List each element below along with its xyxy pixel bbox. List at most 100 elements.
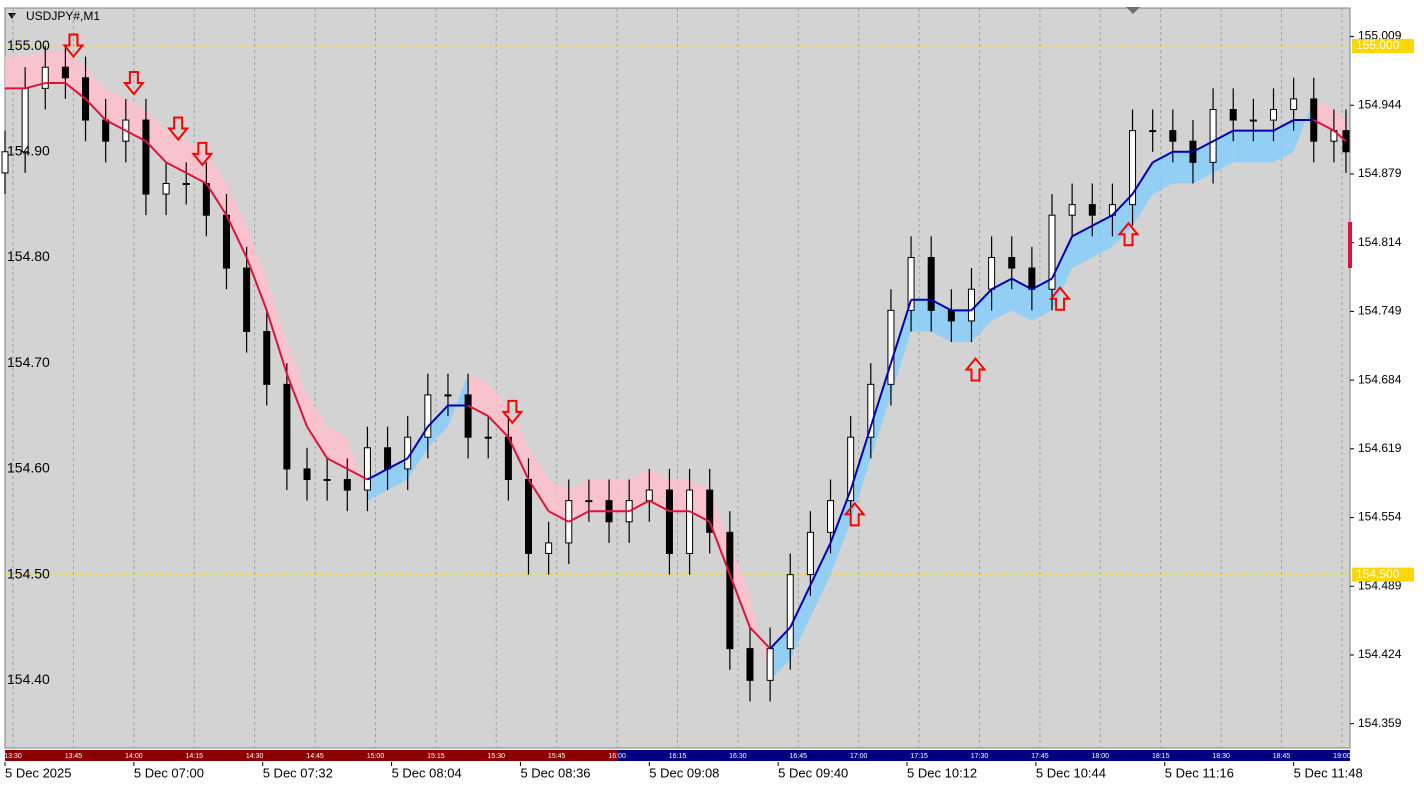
- ma-line: [84, 98, 107, 121]
- candle-body: [1149, 130, 1157, 133]
- candle-body: [988, 256, 996, 290]
- cloud: [931, 299, 952, 343]
- ma-line: [1011, 277, 1033, 291]
- y-tick-label: 154.814: [1358, 235, 1402, 249]
- cloud: [1213, 130, 1234, 173]
- candle-body: [1068, 204, 1076, 216]
- ma-line: [749, 626, 771, 650]
- ma-line: [1051, 235, 1074, 280]
- ma-line: [346, 468, 368, 481]
- buy-arrow: [1117, 221, 1140, 247]
- candle-body: [222, 214, 230, 269]
- cloud: [1192, 141, 1214, 184]
- cloud: [890, 299, 912, 395]
- candle-body: [746, 648, 754, 681]
- session-tick-label: 15:00: [367, 753, 385, 760]
- cloud: [911, 299, 932, 332]
- candle-body: [1088, 204, 1096, 216]
- cloud: [870, 363, 891, 459]
- cloud: [609, 479, 630, 512]
- cloud: [347, 437, 368, 501]
- session-tick-label: 16:15: [669, 753, 687, 760]
- y-tick-label: 154.749: [1358, 304, 1402, 318]
- candle-body: [1209, 108, 1217, 163]
- cloud: [1273, 120, 1294, 163]
- candle-body: [102, 119, 110, 142]
- ma-line: [889, 299, 913, 364]
- ma-line: [467, 404, 489, 417]
- session-bar: [617, 750, 1350, 761]
- x-tick-label: 5 Dec 10:44: [1036, 765, 1106, 780]
- candle-body: [1169, 130, 1177, 142]
- cloud: [367, 468, 388, 501]
- x-tick-label: 5 Dec 2025: [5, 765, 72, 780]
- sell-arrow: [167, 116, 190, 142]
- candle-body: [41, 66, 49, 89]
- ma-line: [689, 510, 711, 523]
- ma-line: [387, 457, 409, 470]
- candle-body: [303, 468, 311, 480]
- cloud: [206, 151, 227, 216]
- candle-body: [686, 489, 694, 554]
- price-label-bg: [1352, 39, 1414, 54]
- price-label: 155.000: [1356, 38, 1400, 52]
- cloud: [830, 490, 851, 575]
- ma-line: [24, 82, 46, 90]
- cloud: [1072, 225, 1093, 269]
- candle-body: [525, 478, 533, 554]
- cloud: [548, 479, 569, 522]
- cloud: [689, 479, 710, 522]
- y-tick-label: 154.489: [1358, 578, 1402, 592]
- ma-line: [225, 214, 248, 258]
- candle-body: [706, 489, 714, 533]
- candle-body: [665, 489, 673, 554]
- cloud: [45, 51, 66, 84]
- menu-triangle: [8, 13, 16, 19]
- cloud: [327, 426, 348, 469]
- candle-body: [243, 267, 251, 332]
- ma-line: [1131, 161, 1154, 195]
- cloud: [1112, 194, 1133, 247]
- session-tick-label: 17:15: [910, 753, 928, 760]
- cloud: [447, 373, 469, 427]
- ma-line: [285, 373, 308, 427]
- ma-line: [105, 119, 127, 132]
- y-tick-label-left: 154.50: [7, 565, 50, 581]
- ma-line: [185, 172, 207, 185]
- session-tick-label: 17:30: [971, 753, 989, 760]
- ma-line: [769, 626, 791, 650]
- ma-line: [507, 436, 530, 480]
- cloud: [850, 426, 871, 522]
- ma-line: [205, 182, 228, 216]
- cloud: [105, 88, 126, 131]
- candle-body: [947, 309, 955, 322]
- cloud: [25, 51, 46, 89]
- x-tick-label: 5 Dec 10:12: [907, 765, 977, 780]
- candle-body: [867, 383, 875, 438]
- x-tick-label: 5 Dec 11:16: [1165, 765, 1234, 780]
- ma-line: [165, 161, 187, 174]
- ma-line: [366, 468, 389, 481]
- session-tick-label: 13:30: [4, 753, 22, 760]
- candle-body: [162, 182, 170, 195]
- ma-line: [1333, 129, 1347, 142]
- x-tick-label: 5 Dec 07:00: [134, 765, 204, 780]
- candle-body: [263, 330, 271, 385]
- session-tick-label: 17:45: [1031, 753, 1049, 760]
- ma-line: [527, 478, 550, 512]
- candle-body: [444, 394, 452, 397]
- cloud: [669, 479, 690, 512]
- cloud: [125, 98, 146, 142]
- session-tick-label: 14:15: [186, 753, 204, 760]
- ma-line: [970, 288, 993, 312]
- chart-title: USDJPY#,M1: [26, 9, 100, 23]
- y-tick-label-left: 155.00: [7, 37, 50, 53]
- ma-line: [125, 129, 147, 143]
- candle-body: [847, 436, 855, 502]
- candle-body: [1249, 119, 1257, 122]
- ma-line: [1212, 129, 1234, 143]
- ma-line: [1091, 214, 1113, 227]
- y-tick-label-left: 154.90: [7, 142, 50, 158]
- cloud: [145, 109, 167, 163]
